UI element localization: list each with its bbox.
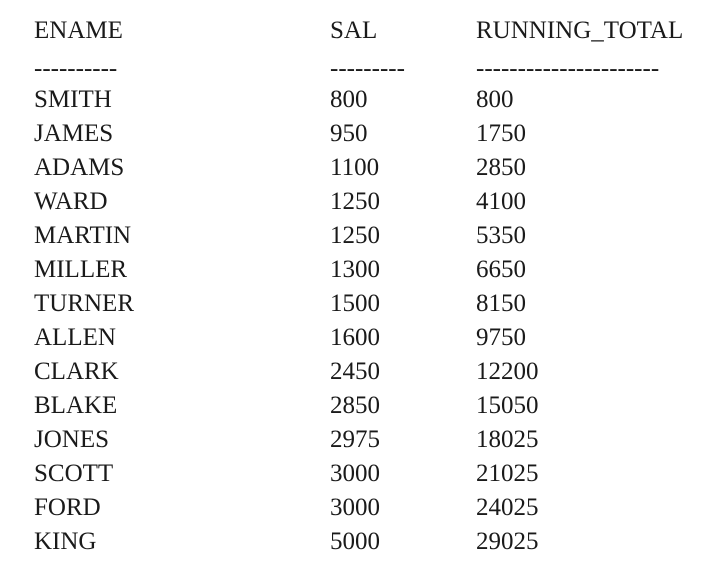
cell-ename: MARTIN: [34, 222, 132, 249]
cell-running-total: 800: [476, 86, 514, 113]
cell-sal: 3000: [330, 460, 380, 487]
table-row: JONES 2975 18025: [0, 423, 715, 457]
cell-running-total: 15050: [476, 392, 539, 419]
table-row: FORD 3000 24025: [0, 491, 715, 525]
table-row: MILLER 1300 6650: [0, 253, 715, 287]
cell-sal: 1250: [330, 188, 380, 215]
cell-ename: SCOTT: [34, 460, 114, 487]
table-row: JAMES 950 1750: [0, 117, 715, 151]
cell-sal: 800: [330, 86, 368, 113]
cell-running-total: 5350: [476, 222, 526, 249]
cell-sal: 1100: [330, 154, 380, 181]
cell-sal: 950: [330, 120, 368, 147]
cell-running-total: 12200: [476, 358, 539, 385]
separator-sal: ---------: [330, 55, 405, 82]
cell-ename: TURNER: [34, 290, 134, 317]
cell-ename: ADAMS: [34, 154, 125, 181]
cell-ename: MILLER: [34, 256, 128, 283]
cell-running-total: 8150: [476, 290, 526, 317]
header-row: ENAME SAL RUNNING_TOTAL: [0, 14, 715, 48]
cell-sal: 5000: [330, 528, 380, 555]
separator-row: ---------- --------- ---------------------…: [0, 52, 715, 86]
table-row: MARTIN 1250 5350: [0, 219, 715, 253]
table-row: ALLEN 1600 9750: [0, 321, 715, 355]
table-row: WARD 1250 4100: [0, 185, 715, 219]
cell-sal: 1250: [330, 222, 380, 249]
cell-sal: 1600: [330, 324, 380, 351]
table-row: BLAKE 2850 15050: [0, 389, 715, 423]
cell-ename: JONES: [34, 426, 110, 453]
column-header-ename: ENAME: [34, 17, 123, 44]
cell-ename: JAMES: [34, 120, 114, 147]
table-row: TURNER 1500 8150: [0, 287, 715, 321]
cell-sal: 2975: [330, 426, 380, 453]
cell-running-total: 29025: [476, 528, 539, 555]
cell-running-total: 9750: [476, 324, 526, 351]
cell-ename: SMITH: [34, 86, 112, 113]
cell-sal: 2450: [330, 358, 380, 385]
cell-running-total: 6650: [476, 256, 526, 283]
cell-running-total: 2850: [476, 154, 526, 181]
cell-running-total: 4100: [476, 188, 526, 215]
cell-running-total: 18025: [476, 426, 539, 453]
cell-sal: 1500: [330, 290, 380, 317]
cell-ename: WARD: [34, 188, 108, 215]
cell-ename: KING: [34, 528, 97, 555]
cell-running-total: 21025: [476, 460, 539, 487]
column-header-running-total: RUNNING_TOTAL: [476, 17, 684, 44]
cell-sal: 3000: [330, 494, 380, 521]
cell-ename: BLAKE: [34, 392, 118, 419]
cell-ename: FORD: [34, 494, 101, 521]
column-header-sal: SAL: [330, 17, 378, 44]
cell-sal: 2850: [330, 392, 380, 419]
table-row: CLARK 2450 12200: [0, 355, 715, 389]
cell-running-total: 1750: [476, 120, 526, 147]
separator-ename: ----------: [34, 55, 118, 82]
table-row: SMITH 800 800: [0, 83, 715, 117]
cell-sal: 1300: [330, 256, 380, 283]
cell-ename: CLARK: [34, 358, 119, 385]
cell-ename: ALLEN: [34, 324, 116, 351]
cell-running-total: 24025: [476, 494, 539, 521]
table-row: KING 5000 29025: [0, 525, 715, 559]
separator-running-total: ----------------------: [476, 55, 660, 82]
table-row: ADAMS 1100 2850: [0, 151, 715, 185]
table-row: SCOTT 3000 21025: [0, 457, 715, 491]
